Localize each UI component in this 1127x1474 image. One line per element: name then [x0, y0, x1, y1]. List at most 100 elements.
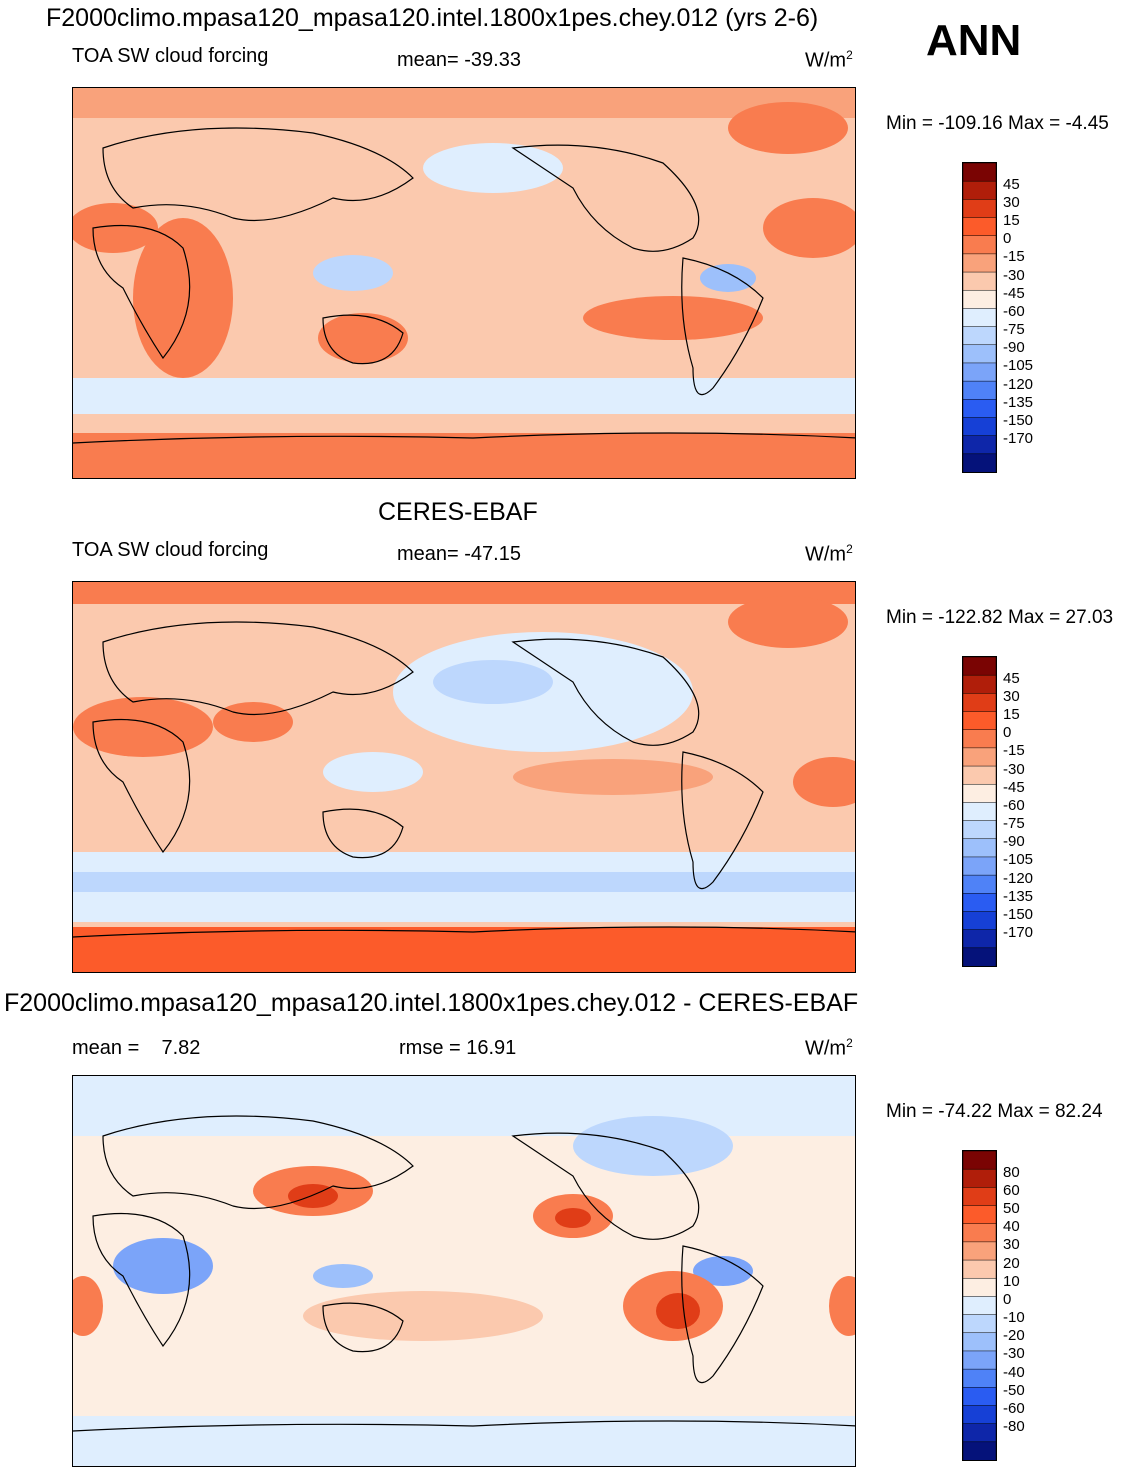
colorbar-swatch: [963, 1259, 996, 1279]
colorbar-tick-label: 60: [1003, 1181, 1020, 1199]
panel2-southern-ocean-core: [73, 872, 855, 892]
panel2-sahara-field: [73, 697, 213, 757]
panel2-units-base: W/m: [805, 543, 847, 566]
panel2-npacific-core: [433, 660, 553, 704]
colorbar-tick-label: 50: [1003, 1200, 1020, 1217]
panel3-amazon-field: [693, 1256, 753, 1286]
colorbar-tick-label: 30: [1003, 193, 1020, 211]
colorbar-tick-label: -120: [1003, 375, 1034, 393]
colorbar-swatch: [963, 253, 996, 273]
colorbar-swatch: [963, 1205, 996, 1225]
colorbar-tick-label: 0: [1003, 230, 1012, 248]
colorbar-swatch: [963, 235, 996, 255]
colorbar-swatch: [963, 453, 996, 472]
colorbar-tick-label: -75: [1003, 321, 1025, 338]
panel2-map-svg: [73, 582, 855, 972]
colorbar-swatch: [963, 435, 996, 455]
colorbar-swatch: [963, 1277, 996, 1298]
colorbar-swatch: [963, 1168, 996, 1189]
panel2-mean: mean= -47.15: [397, 543, 521, 565]
panel3-namerica-coast: [511, 1132, 700, 1240]
colorbar-swatch: [963, 362, 996, 382]
panel2-samerica-coast: [681, 751, 764, 890]
panel1-map: [72, 87, 856, 479]
colorbar-tick-label: 0: [1003, 724, 1012, 742]
panel1-colorbar: [962, 162, 997, 473]
colorbar-tick-label: -15: [1003, 248, 1025, 266]
colorbar-tick-label: 20: [1003, 1254, 1020, 1272]
colorbar-swatch: [963, 747, 996, 767]
colorbar-swatch: [963, 380, 996, 401]
panel1-samerica-coast: [681, 257, 764, 396]
colorbar-tick-label: 15: [1003, 706, 1020, 723]
panel1-minmax: Min = -109.16 Max = -4.45: [886, 113, 1109, 134]
colorbar-swatch: [963, 326, 996, 346]
panel2-equatorial-field: [513, 759, 713, 795]
panel1-eurasia-coast: [102, 127, 414, 222]
colorbar-tick-label: -135: [1003, 887, 1034, 905]
panel3-colorbar-svg: [963, 1151, 996, 1460]
panel1-natlantic-field: [763, 198, 855, 258]
colorbar-tick-label: -10: [1003, 1309, 1025, 1326]
panel3-australia-coast: [322, 1302, 404, 1353]
panel3-mean-value: 7.82: [161, 1037, 201, 1059]
panel1-southern-ocean-band: [73, 378, 855, 414]
colorbar-swatch: [963, 783, 996, 804]
panel3-namibia-west: [73, 1276, 103, 1336]
panel2-namerica-coast: [511, 638, 700, 746]
panel1-units-base: W/m: [805, 49, 847, 72]
panel2-antarctica-coast: [73, 926, 855, 938]
colorbar-tick-label: -90: [1003, 833, 1025, 851]
colorbar-tick-label: 80: [1003, 1163, 1020, 1181]
panel2-colorbar: [962, 656, 997, 967]
colorbar-swatch: [963, 163, 996, 182]
panel1-africa-coast: [92, 224, 191, 360]
panel1-australia-coast: [322, 314, 404, 365]
panel3-eurasia-coast: [102, 1115, 414, 1210]
colorbar-tick-label: -50: [1003, 1381, 1025, 1399]
colorbar-swatch: [963, 1314, 996, 1334]
colorbar-swatch: [963, 344, 996, 364]
panel1-amazon-field: [700, 264, 756, 292]
colorbar-tick-label: -60: [1003, 796, 1025, 814]
colorbar-tick-label: -45: [1003, 778, 1025, 796]
panel3-arctic-band: [73, 1076, 855, 1136]
colorbar-swatch: [963, 1332, 996, 1352]
colorbar-tick-label: -105: [1003, 357, 1034, 375]
colorbar-swatch: [963, 1423, 996, 1443]
panel3-namibia-east: [829, 1276, 855, 1336]
colorbar-swatch: [963, 693, 996, 713]
colorbar-swatch: [963, 1223, 996, 1243]
panel1-arctic-band: [73, 88, 855, 118]
colorbar-tick-label: -170: [1003, 924, 1034, 942]
panel1-npacific-field: [423, 143, 563, 193]
colorbar-tick-label: 30: [1003, 1236, 1020, 1254]
colorbar-tick-label: -30: [1003, 1345, 1025, 1363]
colorbar-tick-label: 30: [1003, 687, 1020, 705]
colorbar-tick-label: -150: [1003, 905, 1034, 923]
panel2-minmax: Min = -122.82 Max = 27.03: [886, 607, 1114, 628]
panel2-units-exp: 2: [846, 542, 853, 556]
panel2-greenland-field: [728, 596, 848, 648]
panel1-mean: mean= -39.33: [397, 49, 521, 71]
panel1-units: W/m2: [805, 48, 853, 73]
colorbar-swatch: [963, 765, 996, 785]
colorbar-swatch: [963, 308, 996, 328]
colorbar-swatch: [963, 399, 996, 419]
panel1-units-exp: 2: [846, 48, 853, 62]
panel1-maritime-field: [313, 255, 393, 291]
colorbar-swatch: [963, 1187, 996, 1207]
colorbar-tick-label: -30: [1003, 760, 1025, 778]
colorbar-swatch: [963, 289, 996, 310]
colorbar-tick-label: -20: [1003, 1327, 1025, 1345]
colorbar-tick-label: -45: [1003, 284, 1025, 302]
panel3-colorbar: [962, 1150, 997, 1461]
colorbar-swatch: [963, 802, 996, 822]
panel3-mean: mean = 7.82: [72, 1037, 200, 1060]
panel2-australia-coast: [322, 808, 404, 859]
colorbar-swatch: [963, 1151, 996, 1170]
colorbar-swatch: [963, 947, 996, 966]
panel1-africa-field: [133, 218, 233, 378]
colorbar-tick-label: -15: [1003, 742, 1025, 760]
colorbar-swatch: [963, 1441, 996, 1460]
